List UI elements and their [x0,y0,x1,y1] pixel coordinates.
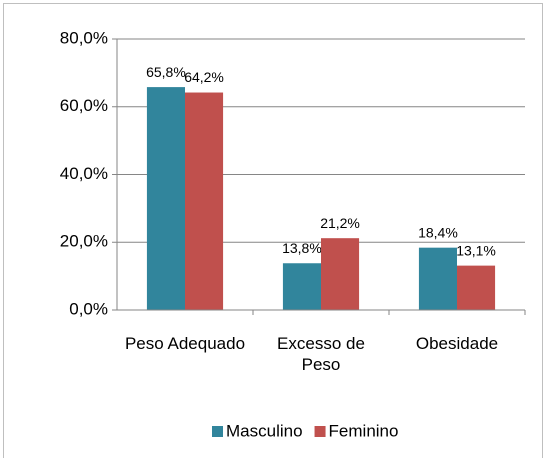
x-tick-label: Peso Adequado [124,334,246,353]
value-label: 21,2% [320,215,360,231]
x-tick-label: Obesidade [415,334,499,353]
value-label: 13,8% [282,240,322,256]
value-label: 18,4% [418,224,458,240]
x-tick-label: Excesso de Peso [277,334,365,374]
value-label: 65,8% [146,64,186,80]
y-tick-label: 0,0% [69,299,108,318]
value-label: 13,1% [456,242,496,258]
y-tick-label: 60,0% [60,96,108,115]
y-tick-label: 40,0% [60,164,108,183]
bar [321,238,360,310]
legend-swatch [212,426,223,437]
y-tick-label: 80,0% [60,28,108,47]
legend-label: Masculino [226,421,303,440]
legend-swatch [314,426,326,437]
bar [457,265,496,310]
bar [282,263,321,310]
bar [146,87,185,310]
value-label: 64,2% [184,69,224,85]
chart-border [3,3,543,458]
bar [418,247,457,310]
legend-label: Feminino [329,421,399,440]
y-tick-label: 20,0% [60,232,108,251]
bar [185,92,224,311]
